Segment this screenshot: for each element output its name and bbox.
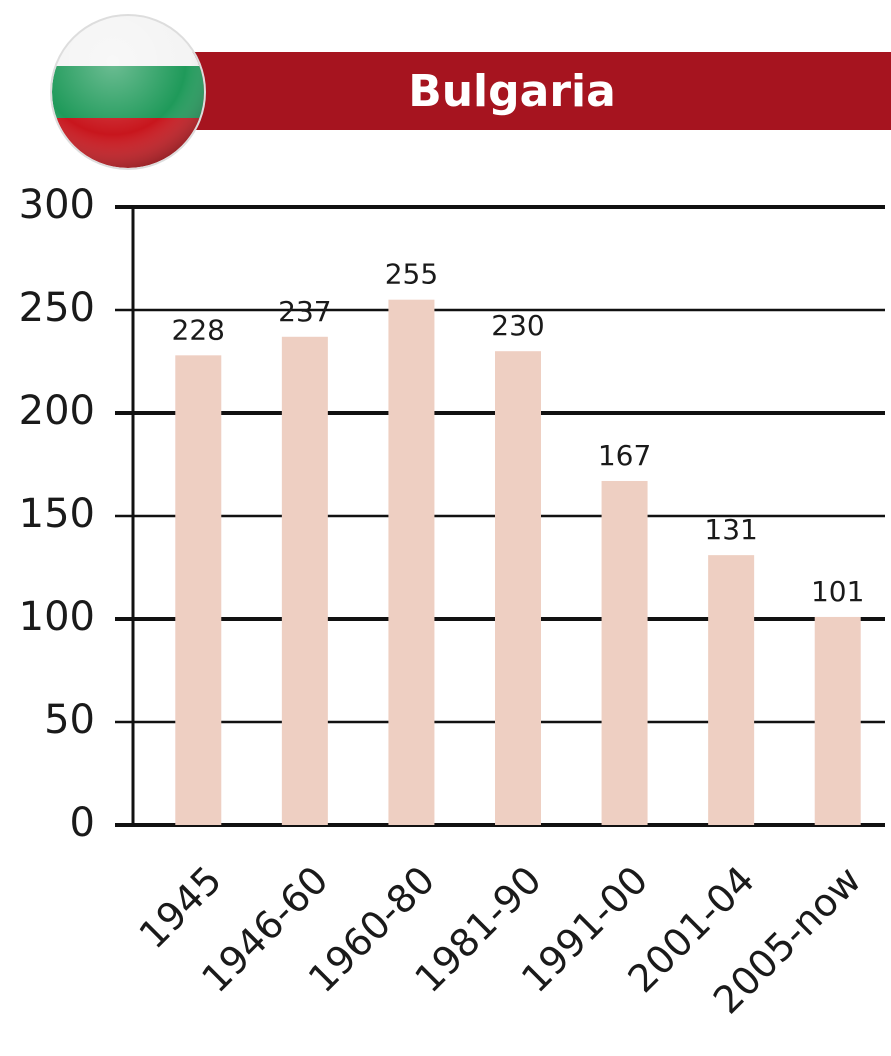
value-label: 101 (811, 575, 864, 608)
y-tick-label: 200 (19, 388, 95, 434)
y-tick-label: 250 (19, 285, 95, 331)
y-tick-label: 50 (44, 697, 95, 743)
bar (601, 480, 648, 825)
bar (495, 351, 541, 825)
value-label: 237 (278, 295, 331, 328)
y-tick-label: 300 (19, 182, 95, 228)
value-label: 255 (385, 258, 438, 291)
y-tick-label: 100 (19, 594, 95, 640)
bar (814, 616, 861, 825)
value-label: 228 (172, 313, 225, 346)
value-label: 167 (598, 439, 651, 472)
y-tick-label: 150 (19, 491, 95, 537)
title-banner (180, 52, 891, 130)
bar (281, 336, 328, 825)
y-tick-label: 0 (70, 800, 95, 846)
value-label: 230 (491, 309, 544, 342)
bar (388, 299, 435, 825)
bar (175, 355, 222, 825)
bar (708, 555, 755, 825)
x-tick-label: 1945 (131, 858, 231, 958)
value-label: 131 (704, 513, 757, 546)
chart-title: Bulgaria (408, 66, 616, 117)
flag-rim (50, 14, 206, 170)
